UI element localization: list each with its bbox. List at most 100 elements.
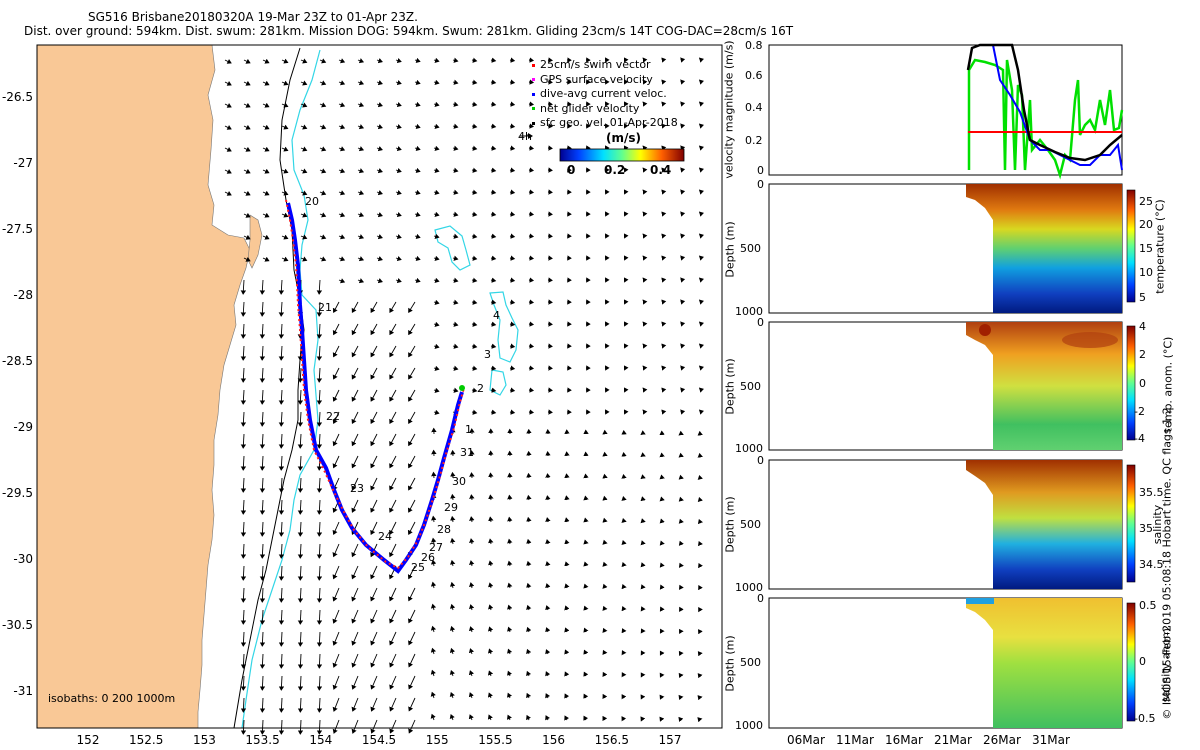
velocity-arrow <box>621 716 627 722</box>
velocity-arrow <box>640 672 646 678</box>
velocity-arrow <box>471 233 478 239</box>
velocity-arrow <box>526 472 532 479</box>
lon-tick-label: 155 <box>426 733 449 747</box>
lon-tick-label: 152 <box>77 733 100 747</box>
velocity-arrow <box>281 190 289 196</box>
velocity-arrow <box>526 494 532 501</box>
tanom-cb-tick: 4 <box>1139 320 1146 333</box>
velocity-arrow <box>602 649 608 656</box>
velocity-arrow <box>507 692 513 699</box>
velocity-arrow <box>431 537 437 545</box>
velocity-arrow <box>278 543 285 559</box>
latitude-ticks: -26.5 -27 -27.5 -28 -28.5 -29 -29.5 -30 -30.5 -31 <box>2 90 33 698</box>
velocity-arrow <box>408 631 416 646</box>
velocity-arrow <box>351 455 359 469</box>
velocity-arrow <box>698 189 704 195</box>
legend-item: net glider velocity <box>532 102 678 117</box>
velocity-arrow <box>452 321 459 327</box>
velocity-arrow <box>661 211 667 217</box>
velocity-arrow <box>297 675 304 691</box>
velocity-arrow <box>316 345 323 361</box>
velocity-arrow <box>661 233 667 239</box>
velocity-arrow <box>278 609 285 625</box>
velocity-arrow <box>389 697 397 712</box>
velocity-arrow <box>545 605 551 611</box>
velocity-arrow <box>488 516 494 523</box>
velocity-y-tick-0: 0 <box>757 164 764 177</box>
velocity-arrow <box>430 713 436 721</box>
velocity-arrow <box>316 279 323 295</box>
velocity-arrow <box>278 675 285 691</box>
velocity-arrow <box>332 345 340 358</box>
velocity-arrow <box>281 256 289 262</box>
velocity-arrow <box>528 211 535 217</box>
lat-tick-label: -27 <box>13 156 33 170</box>
velocity-arrow <box>395 189 402 196</box>
velocity-arrow <box>526 604 532 611</box>
velocity-arrow <box>357 146 365 152</box>
velocity-arrow <box>450 559 456 567</box>
velocity-arrow <box>319 80 327 86</box>
velocity-arrow <box>332 565 340 580</box>
velocity-arrow <box>698 167 704 173</box>
velocity-arrow <box>430 647 437 655</box>
velocity-arrow <box>526 670 532 677</box>
velocity-arrow <box>240 455 247 471</box>
velocity-arrow <box>678 474 684 480</box>
velocity-arrow <box>408 697 416 712</box>
map-title: SG516 Brisbane20180320A 19-Mar 23Z to 01… <box>88 10 418 24</box>
velocity-arrow <box>389 609 397 624</box>
velocity-arrow <box>490 299 497 305</box>
velocity-arrow <box>278 697 285 713</box>
velocity-arrow <box>583 583 589 589</box>
velocity-arrow <box>395 101 402 108</box>
velocity-arrow <box>602 517 608 523</box>
velocity-arrow <box>661 79 667 85</box>
velocity-arrow <box>259 675 266 691</box>
velocity-arrow <box>433 409 440 415</box>
velocity-arrow <box>351 675 359 690</box>
lat-tick-label: -28 <box>13 288 33 302</box>
velocity-arrow <box>395 233 402 240</box>
velocity-arrow <box>224 146 232 152</box>
velocity-arrow <box>370 653 378 668</box>
velocity-arrow <box>471 299 478 305</box>
seamount-isobath <box>489 369 507 396</box>
velocity-arrow <box>259 367 266 383</box>
velocity-arrow <box>678 518 684 524</box>
velocity-arrow <box>602 473 608 479</box>
velocity-arrow <box>389 675 397 690</box>
velocity-arrow <box>357 190 365 196</box>
velocity-arrow <box>661 387 667 393</box>
velocity-arrow <box>316 477 323 493</box>
velocity-arrow <box>351 697 359 712</box>
velocity-arrow <box>240 367 247 383</box>
velocity-arrow <box>262 58 270 64</box>
velocity-arrow <box>659 650 665 656</box>
velocity-arrow <box>678 672 684 679</box>
legend-label: GPS surface velocity <box>540 72 653 86</box>
velocity-arrow <box>526 538 532 545</box>
velocity-arrow <box>338 124 346 130</box>
velocity-arrow <box>395 79 402 86</box>
velocity-arrow <box>414 145 421 152</box>
velocity-arrow <box>332 521 340 536</box>
velocity-arrow <box>376 80 383 86</box>
isobath-200m <box>241 49 321 729</box>
velocity-arrow <box>316 367 323 383</box>
velocity-arrow <box>389 323 397 336</box>
velocity-arrow <box>316 499 323 515</box>
velocity-arrow <box>300 80 308 86</box>
velocity-arrow <box>389 389 397 402</box>
velocity-arrow <box>698 629 703 635</box>
day-label: 31 <box>460 446 474 459</box>
velocity-arrow <box>469 516 475 523</box>
velocity-arrow <box>698 585 703 591</box>
velocity-arrow <box>450 515 456 523</box>
velocity-arrow <box>545 649 551 655</box>
velocity-arrow <box>319 190 327 196</box>
velocity-arrow <box>602 539 608 545</box>
velocity-arrow <box>469 582 475 589</box>
velocity-arrow <box>528 167 535 173</box>
velocity-arrow <box>471 321 478 327</box>
